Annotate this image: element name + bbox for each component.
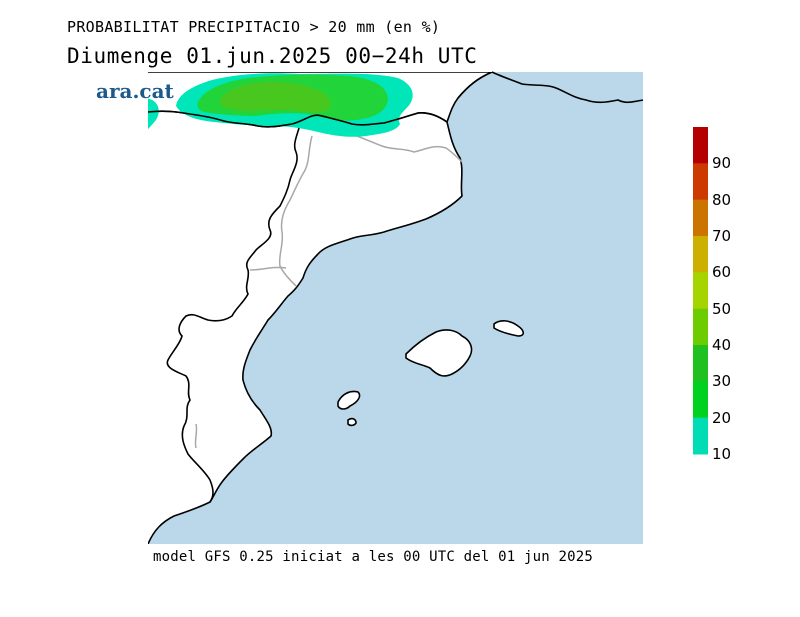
colorbar-label: 90	[712, 154, 732, 173]
colorbar-label: 40	[712, 336, 732, 354]
ibiza-island	[337, 390, 361, 410]
precip-area-10-20-west	[148, 98, 159, 130]
colorbar-label: 50	[712, 299, 732, 318]
precip-area-20-30-west	[112, 114, 137, 132]
province-border-south	[194, 423, 198, 449]
colorbar-label: 10	[712, 445, 732, 463]
formentera-island	[347, 417, 357, 427]
map-title: PROBABILITAT PRECIPITACIO > 20 mm (en %)	[67, 18, 441, 36]
colorbar-label: 80	[712, 190, 732, 209]
french-coast	[491, 71, 644, 104]
ara-cat-logo: ara.cat	[96, 79, 174, 103]
colorbar-label: 70	[712, 227, 732, 245]
province-border-valencia	[249, 266, 287, 271]
province-border-girona	[351, 133, 463, 163]
land-area	[148, 72, 493, 544]
model-info-footer: model GFS 0.25 iniciat a les 00 UTC del …	[153, 549, 594, 565]
aragon-border	[166, 123, 301, 503]
colorbar-label: 60	[712, 263, 732, 282]
map-subtitle: Diumenge 01.jun.2025 00−24h UTC	[67, 44, 478, 68]
precip-area-30-40-north	[219, 81, 331, 113]
colorbar-label: 30	[712, 372, 732, 391]
mallorca-island	[405, 329, 473, 377]
colorbar-label: 20	[712, 408, 732, 427]
menorca-island	[493, 320, 525, 337]
